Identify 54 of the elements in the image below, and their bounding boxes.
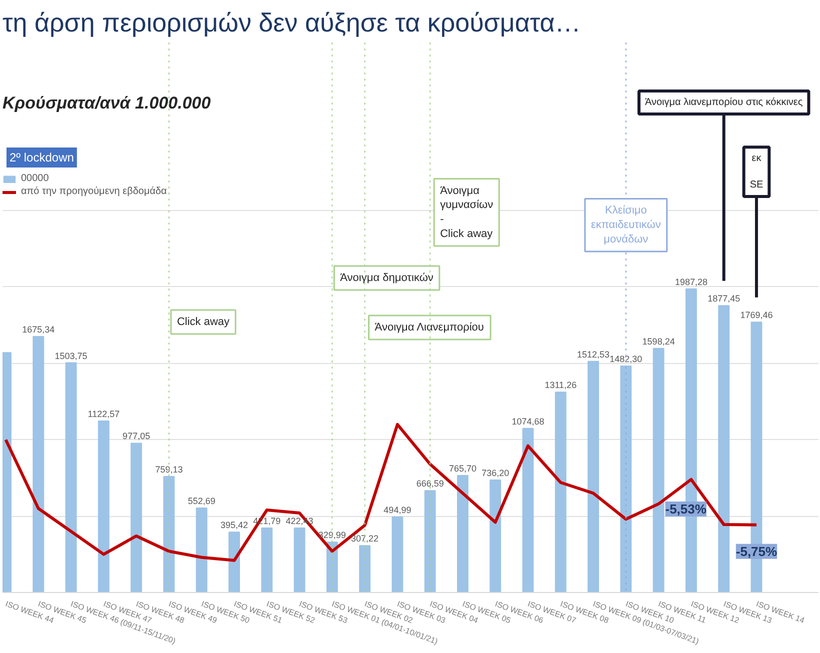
text: Κρούσματα/ανά 1.000.000 bbox=[2, 94, 212, 112]
data-label: 1987,28 bbox=[674, 276, 708, 287]
data-label: 765,70 bbox=[448, 464, 476, 474]
data-label: 759,13 bbox=[155, 464, 183, 475]
data-label: 977,05 bbox=[122, 431, 150, 442]
data-label: -5,75% bbox=[736, 544, 778, 559]
data-label: 1675,34 bbox=[22, 324, 55, 335]
ref-line-label: Κλείσιμο εκπαιδευτικών μονάδων bbox=[590, 204, 662, 246]
bar bbox=[490, 480, 502, 592]
data-label: 1482,30 bbox=[610, 354, 642, 364]
data-label: 395,42 bbox=[220, 520, 248, 530]
chart-title: τη άρση περιορισμών δεν αύξησε τα κρούσματα… bbox=[2, 8, 581, 38]
data-label: 736,20 bbox=[482, 468, 510, 478]
data-label: 666,59 bbox=[416, 478, 444, 489]
legend-label: από την προηγούμενη εβδομάδα bbox=[21, 186, 167, 197]
data-label: 1311,26 bbox=[544, 380, 577, 390]
bar bbox=[65, 362, 77, 592]
data-label: 1769,46 bbox=[740, 310, 773, 320]
data-label: 552,69 bbox=[188, 496, 216, 506]
bar bbox=[228, 532, 240, 592]
legend-label: 00000 bbox=[21, 173, 49, 184]
bar bbox=[261, 528, 273, 592]
annotation: 2º lockdown bbox=[10, 150, 74, 164]
bar bbox=[32, 336, 44, 592]
data-label: 1512,53 bbox=[577, 349, 610, 360]
bar bbox=[196, 508, 208, 592]
data-label: 1503,75 bbox=[54, 350, 88, 361]
ref-line-label: Άνοιγμα γυμνασίων - Click away bbox=[440, 184, 494, 240]
bar bbox=[554, 392, 566, 592]
bar bbox=[522, 428, 534, 592]
bar bbox=[294, 527, 306, 592]
ref-line-label: Άνοιγμα δημοτικών bbox=[340, 272, 434, 284]
bar bbox=[588, 360, 600, 592]
bar bbox=[718, 305, 730, 592]
data-label: 1074,68 bbox=[512, 416, 544, 426]
ref-line-label: Άνοιγμα λιανεμπορίου στις κόκκινες bbox=[644, 97, 803, 108]
bar bbox=[392, 516, 404, 592]
data-label: 1598,24 bbox=[642, 336, 675, 346]
bar bbox=[620, 366, 632, 592]
ref-line-label: Άνοιγμα Λιανεμπορίου bbox=[374, 322, 484, 334]
bar bbox=[98, 420, 110, 592]
data-label: -5,53% bbox=[665, 502, 707, 517]
data-label: 1877,45 bbox=[708, 294, 740, 304]
ref-line-label: Click away bbox=[176, 316, 230, 328]
bar bbox=[130, 442, 142, 592]
data-label: 1122,57 bbox=[88, 408, 120, 419]
data-label: 494,99 bbox=[384, 504, 412, 515]
data-label: 307,22 bbox=[351, 534, 379, 544]
bar bbox=[424, 490, 436, 592]
bar bbox=[457, 475, 468, 592]
bar bbox=[359, 545, 371, 592]
text: εκ SE bbox=[750, 153, 764, 190]
bar bbox=[163, 476, 175, 592]
bar bbox=[652, 348, 664, 592]
